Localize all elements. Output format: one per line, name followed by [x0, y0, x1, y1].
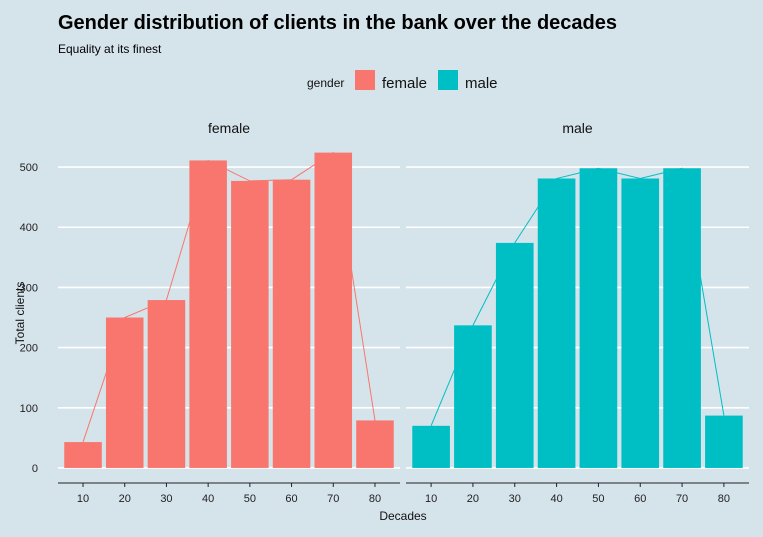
x-tick-label: 50: [244, 493, 256, 505]
x-tick-label: 50: [592, 493, 604, 505]
x-tick-label: 60: [634, 493, 646, 505]
bar-male-20: [454, 325, 492, 468]
x-tick-label: 80: [718, 493, 730, 505]
bar-female-10: [64, 442, 102, 468]
legend-label-male: male: [465, 75, 498, 92]
bar-male-60: [621, 178, 660, 468]
x-tick-label: 80: [369, 493, 381, 505]
y-tick-label: 300: [20, 282, 38, 294]
y-tick-label: 200: [20, 343, 38, 355]
legend-swatch-female: [355, 70, 375, 90]
bar-male-10: [412, 425, 450, 468]
bar-female-70: [314, 152, 353, 468]
y-tick-label: 0: [32, 463, 38, 475]
x-tick-label: 10: [425, 493, 437, 505]
bar-female-60: [272, 179, 311, 468]
x-tick-label: 20: [467, 493, 479, 505]
panel-male: male 10 20 30 40 50 60 70 80: [406, 120, 749, 505]
x-tick-label: 30: [509, 493, 521, 505]
x-tick-label: 40: [202, 493, 214, 505]
bar-female-20: [105, 317, 144, 468]
panel-female: female 10 20 30 40 50 60 70 80: [58, 120, 400, 505]
series-line-female: [82, 151, 376, 443]
bar-male-40: [537, 178, 576, 468]
legend-swatch-male: [438, 70, 458, 90]
bar-female-30: [147, 300, 186, 468]
bar-female-50: [231, 180, 269, 468]
y-tick-label: 100: [20, 403, 38, 415]
bar-female-80: [356, 420, 394, 468]
legend-title: gender: [307, 76, 344, 90]
x-axis-title: Decades: [379, 509, 426, 523]
bar-male-80: [705, 415, 743, 468]
facet-panels: female 10 20 30 40 50 60 70 80 male 10 20 30 40 50 60 70…: [58, 120, 749, 505]
x-tick-label: 40: [550, 493, 562, 505]
legend-label-female: female: [382, 75, 427, 92]
facet-strip-label-female: female: [208, 120, 250, 136]
x-tick-label: 30: [160, 493, 172, 505]
x-tick-label: 20: [119, 493, 131, 505]
facet-strip-label-male: male: [562, 120, 593, 136]
axes: 0 100 200 300 400 500 Decades Total clients: [13, 162, 427, 523]
x-tick-label: 10: [77, 493, 89, 505]
legend: gender female male: [307, 70, 498, 92]
y-axis-title: Total clients: [13, 282, 27, 345]
y-tick-label: 500: [20, 162, 38, 174]
y-tick-label: 400: [20, 222, 38, 234]
x-tick-label: 60: [285, 493, 297, 505]
series-line-male: [430, 167, 725, 427]
x-tick-label: 70: [676, 493, 688, 505]
bar-female-40: [189, 160, 227, 468]
chart-subtitle: Equality at its finest: [58, 42, 162, 56]
bar-male-70: [663, 168, 701, 468]
bar-male-30: [495, 242, 534, 468]
chart-title: Gender distribution of clients in the ba…: [58, 12, 617, 34]
bar-male-50: [579, 168, 618, 468]
x-tick-label: 70: [327, 493, 339, 505]
